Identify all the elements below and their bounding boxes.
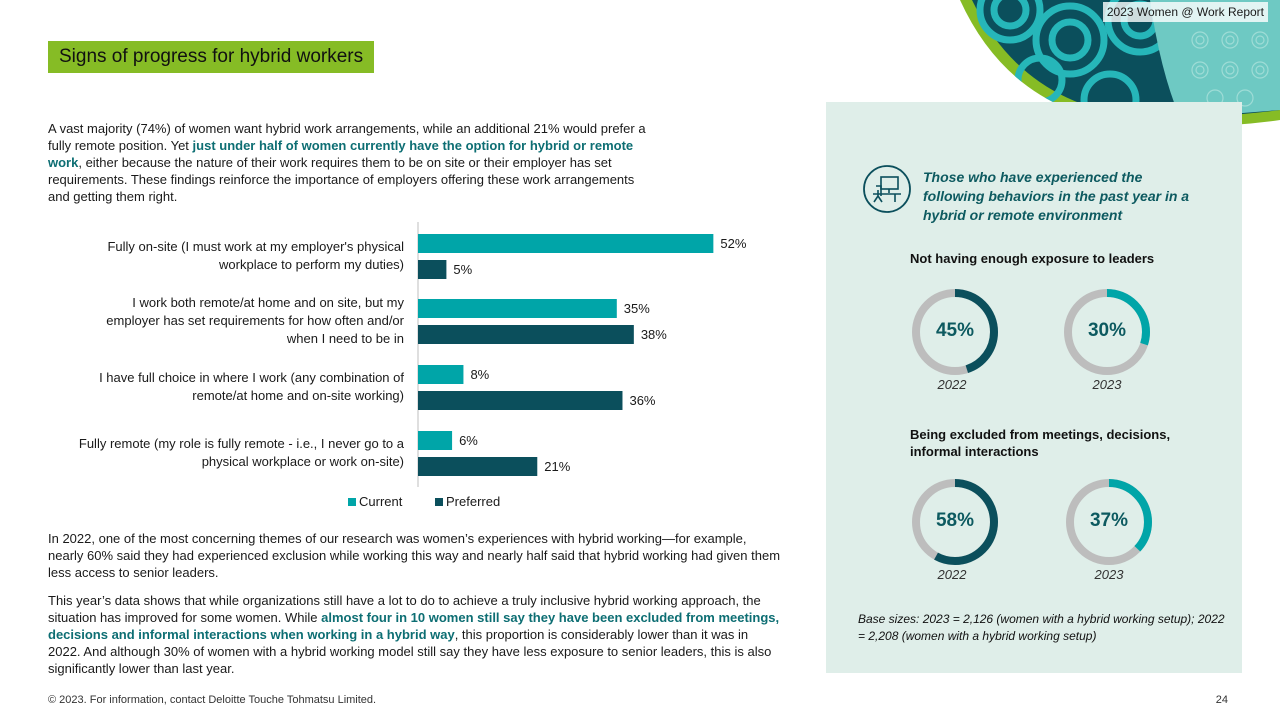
hybrid-behaviors-panel: Those who have experienced the following… bbox=[826, 102, 1242, 673]
intro-text-b: , either because the nature of their wor… bbox=[48, 155, 635, 204]
category-label: remote/at home and on-site working) bbox=[192, 388, 404, 403]
base-sizes-note: Base sizes: 2023 = 2,126 (women with a h… bbox=[858, 612, 1225, 643]
bar-preferred bbox=[418, 457, 538, 476]
donut-value: 45% bbox=[935, 320, 975, 341]
body-paragraph-2023: This year’s data shows that while organi… bbox=[48, 592, 783, 677]
data-label: 35% bbox=[624, 301, 650, 316]
bar-preferred bbox=[418, 260, 447, 279]
data-label: 38% bbox=[641, 327, 667, 342]
donut-year: 2022 bbox=[937, 567, 967, 582]
desk-workstation-icon bbox=[863, 165, 911, 213]
category-label: workplace to perform my duties) bbox=[218, 257, 404, 272]
legend-swatch bbox=[348, 498, 356, 506]
data-label: 8% bbox=[470, 367, 489, 382]
donut-arc bbox=[912, 289, 998, 375]
donut-arc bbox=[1066, 479, 1152, 565]
category-label: I work both remote/at home and on site, … bbox=[132, 295, 404, 310]
category-label: Fully on-site (I must work at my employe… bbox=[107, 239, 404, 254]
data-label: 52% bbox=[720, 236, 746, 251]
category-label: physical workplace or work on-site) bbox=[202, 454, 404, 469]
bar-current bbox=[418, 431, 453, 450]
p3-text-a: This year’s data shows that while organi… bbox=[48, 593, 761, 625]
bar-current bbox=[418, 234, 714, 253]
body-paragraph-2022: In 2022, one of the most concerning them… bbox=[48, 531, 781, 580]
metric-label-exposure: Not having enough exposure to leaders bbox=[910, 251, 1155, 266]
donut-arc bbox=[912, 479, 998, 565]
legend-swatch bbox=[435, 498, 443, 506]
donut-value: 58% bbox=[935, 510, 975, 531]
donut-value: 37% bbox=[1089, 510, 1129, 531]
donut-arc bbox=[1064, 289, 1150, 375]
bar-preferred bbox=[418, 325, 634, 344]
intro-paragraph: A vast majority (74%) of women want hybr… bbox=[48, 120, 648, 205]
donut-exposure-2022 bbox=[912, 289, 998, 375]
p3-highlight: almost four in 10 women still say they h… bbox=[48, 610, 780, 642]
donut-year: 2023 bbox=[1092, 377, 1122, 392]
category-label: I have full choice in where I work (any … bbox=[99, 370, 404, 385]
donut-exposure-2023 bbox=[1064, 289, 1150, 375]
donut-value: 30% bbox=[1087, 320, 1127, 341]
bar-current bbox=[418, 365, 464, 384]
intro-text-a: A vast majority (74%) of women want hybr… bbox=[48, 121, 646, 153]
bar-current bbox=[418, 299, 617, 318]
data-label: 5% bbox=[453, 262, 472, 277]
data-label: 6% bbox=[459, 433, 478, 448]
donut-exclusion-2023 bbox=[1066, 479, 1152, 565]
panel-heading: Those who have experienced the following… bbox=[923, 169, 1190, 223]
section-title: Signs of progress for hybrid workers bbox=[48, 41, 375, 73]
report-tag: 2023 Women @ Work Report bbox=[1102, 2, 1268, 22]
category-label: employer has set requirements for how of… bbox=[106, 313, 404, 328]
hybrid-work-bar-chart: Fully on-site (I must work at my employe… bbox=[79, 222, 747, 509]
category-label: Fully remote (my role is fully remote - … bbox=[79, 436, 405, 451]
footer-copyright: © 2023. For information, contact Deloitt… bbox=[48, 694, 377, 706]
bar-preferred bbox=[418, 391, 623, 410]
legend-label: Preferred bbox=[446, 494, 500, 509]
intro-highlight: just under half of women currently have … bbox=[48, 138, 634, 170]
metric-label-exclusion: Being excluded from meetings, decisions,… bbox=[910, 427, 1171, 459]
p3-text-b: , this proportion is considerably lower … bbox=[48, 627, 772, 676]
page-number: 24 bbox=[1215, 694, 1228, 706]
category-label: when I need to be in bbox=[286, 331, 404, 346]
donut-year: 2022 bbox=[937, 377, 967, 392]
data-label: 36% bbox=[629, 393, 655, 408]
legend-label: Current bbox=[359, 494, 403, 509]
data-label: 21% bbox=[544, 459, 570, 474]
donut-year: 2023 bbox=[1094, 567, 1124, 582]
donut-exclusion-2022 bbox=[912, 479, 998, 565]
